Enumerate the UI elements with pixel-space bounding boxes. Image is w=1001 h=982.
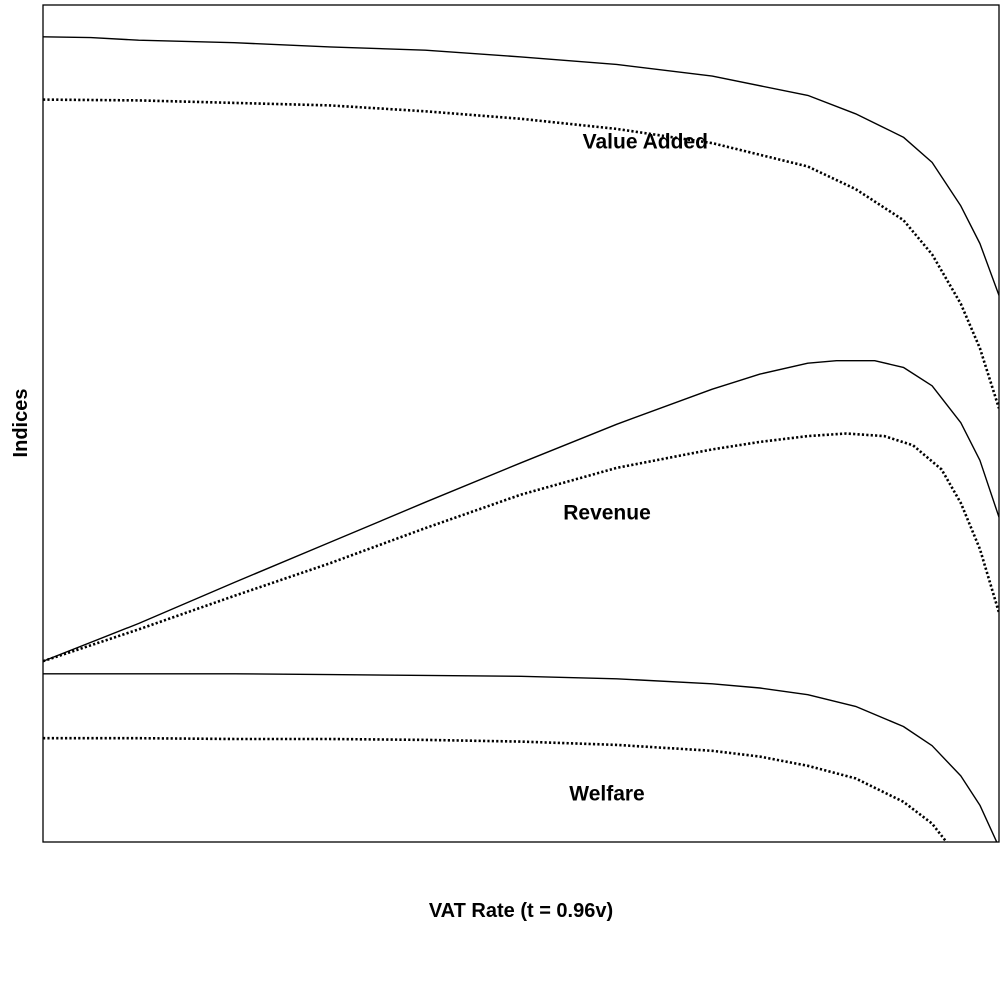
revenue-dotted-line — [43, 432, 999, 663]
plot-area-frame — [42, 4, 1000, 843]
annotation-layer: Value Added Revenue Welfare — [563, 131, 708, 806]
value-added-label: Value Added — [583, 131, 708, 154]
welfare-dotted-line — [43, 736, 949, 842]
revenue-label: Revenue — [563, 501, 651, 524]
y-axis-title: Indices — [10, 389, 32, 458]
series-layer — [43, 36, 999, 842]
welfare-label: Welfare — [569, 783, 644, 806]
x-axis-title: VAT Rate (t = 0.96v) — [429, 900, 613, 922]
welfare-solid-line — [43, 673, 998, 842]
revenue-solid-line — [43, 360, 999, 662]
value-added-solid-line — [43, 36, 999, 296]
value-added-dotted-line — [43, 98, 999, 409]
